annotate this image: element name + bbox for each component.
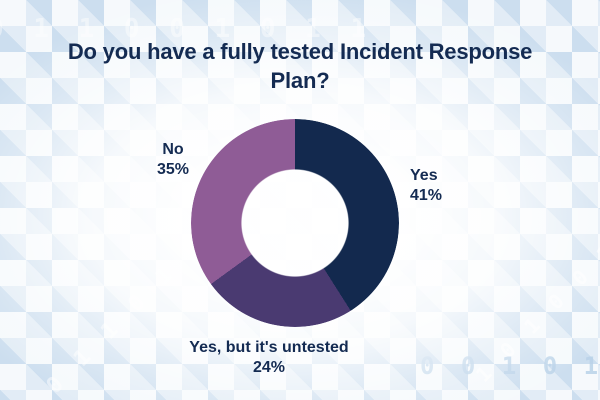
chart-title: Do you have a fully tested Incident Resp… — [30, 37, 570, 95]
slice-label-no-name: No — [162, 141, 184, 158]
slice-label-yes-value: 41% — [410, 187, 443, 204]
slice-label-untested-value: 24% — [252, 359, 286, 376]
slice-label-yes: Yes 41% — [410, 166, 442, 206]
chart-title-line2: Plan? — [270, 68, 330, 93]
slice-label-yes-name: Yes — [410, 167, 438, 184]
slice-label-no-value: 35% — [156, 161, 190, 178]
slice-label-untested-name: Yes, but it's untested — [189, 339, 349, 356]
slice-label-no: No 35% — [123, 140, 223, 180]
slice-label-untested: Yes, but it's untested 24% — [119, 338, 419, 378]
chart-title-line1: Do you have a fully tested Incident Resp… — [67, 39, 533, 64]
donut-chart — [191, 119, 399, 327]
